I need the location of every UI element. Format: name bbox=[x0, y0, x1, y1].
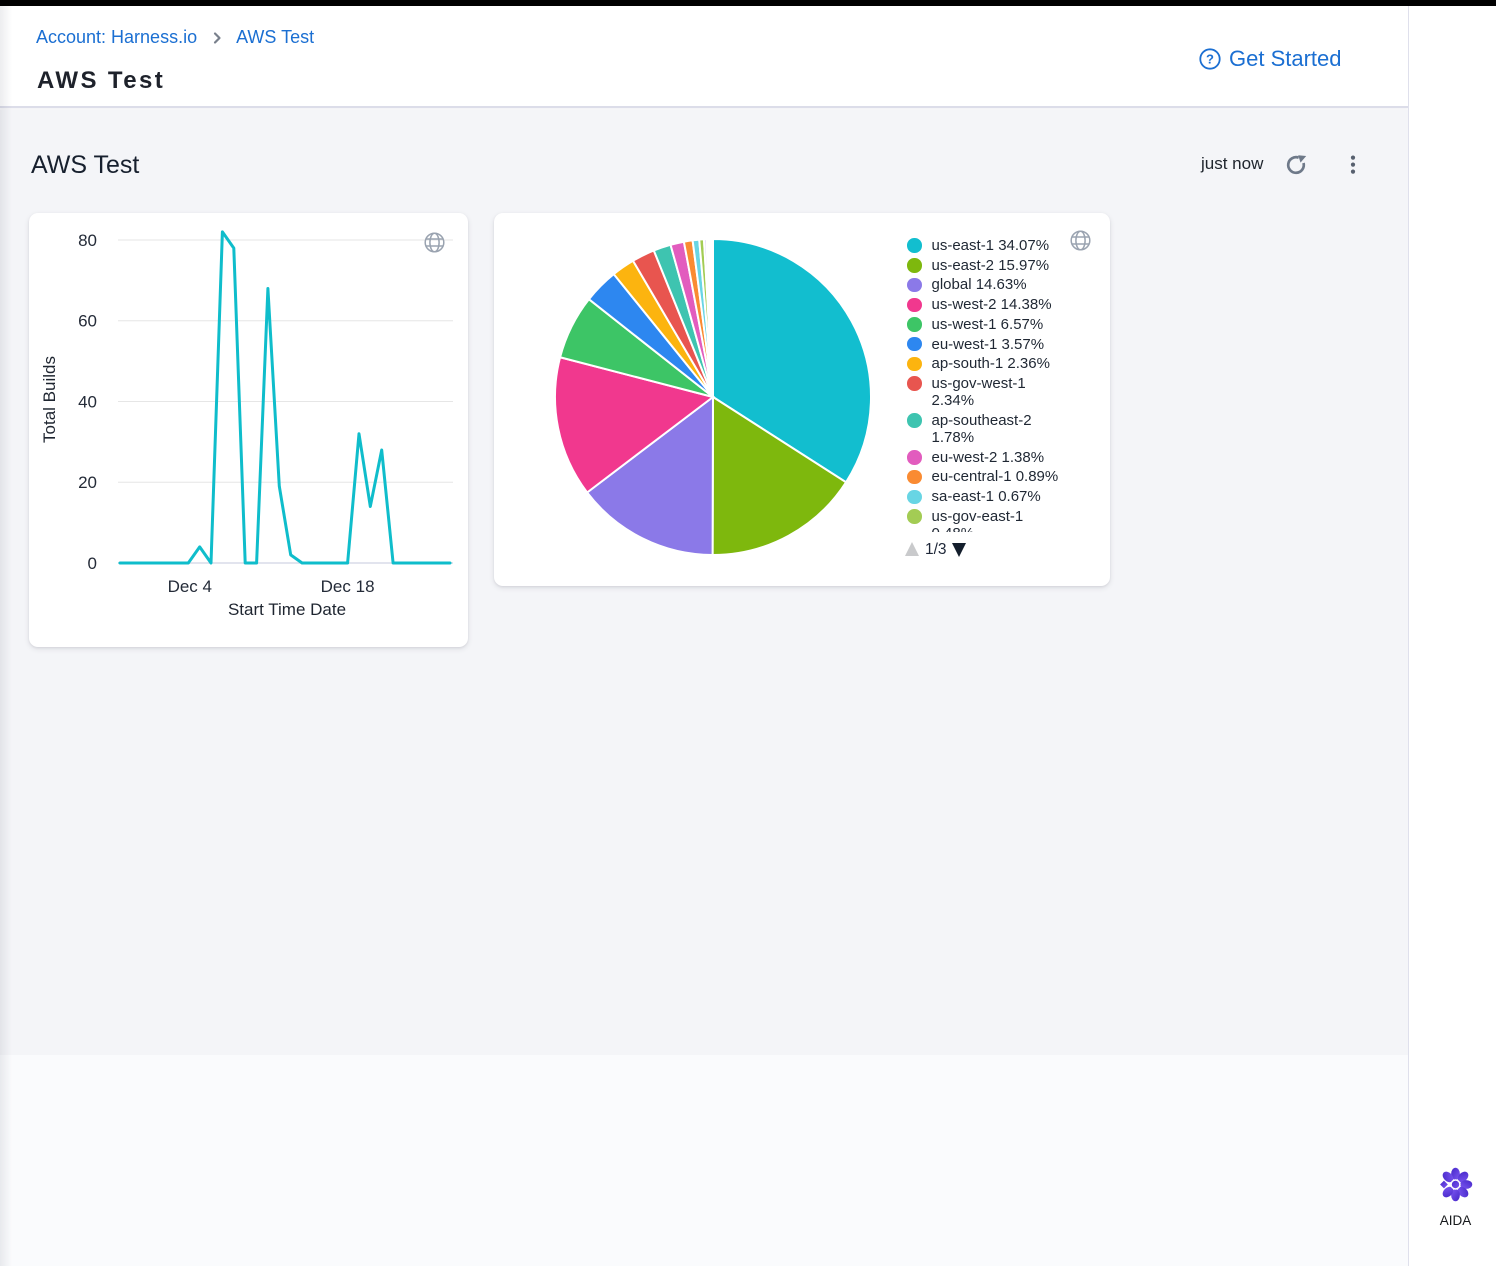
svg-text:0: 0 bbox=[88, 554, 97, 573]
svg-text:Dec 18: Dec 18 bbox=[321, 577, 375, 596]
svg-text:Dec 4: Dec 4 bbox=[168, 577, 212, 596]
svg-text:Start Time Date: Start Time Date bbox=[228, 600, 346, 619]
svg-text:?: ? bbox=[1206, 52, 1214, 67]
svg-text:80: 80 bbox=[78, 231, 97, 250]
svg-text:40: 40 bbox=[78, 393, 97, 412]
svg-text:Total Builds: Total Builds bbox=[40, 356, 59, 443]
svg-text:60: 60 bbox=[78, 312, 97, 331]
svg-text:20: 20 bbox=[78, 473, 97, 492]
